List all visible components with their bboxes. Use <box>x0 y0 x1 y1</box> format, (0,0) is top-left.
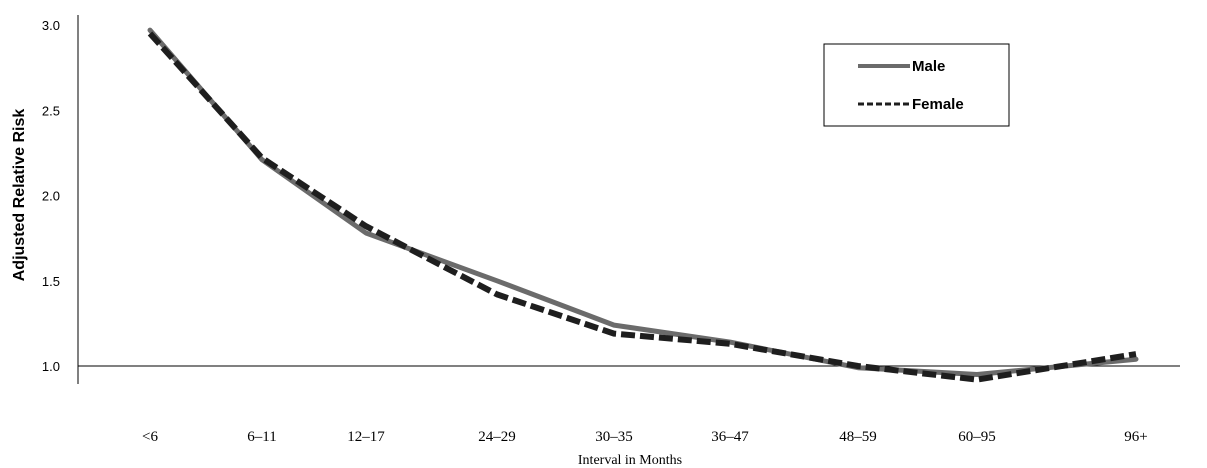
x-axis-label: Interval in Months <box>578 453 682 468</box>
legend-label-male: Male <box>912 58 945 75</box>
x-tick-label: 30–35 <box>595 429 633 445</box>
x-axis-ticks: <6 6–11 12–17 24–29 30–35 36–47 48–59 60–95 96+ <box>142 429 1148 445</box>
y-tick-label: 3.0 <box>42 18 60 33</box>
x-tick-label: 24–29 <box>478 429 516 445</box>
series-layer <box>147 27 1139 383</box>
legend-box <box>823 43 1010 127</box>
x-tick-label: 6–11 <box>247 429 276 445</box>
x-tick-label: 12–17 <box>347 429 385 445</box>
y-tick-label: 2.5 <box>42 103 60 118</box>
y-tick-label: 1.0 <box>42 359 60 374</box>
y-tick-label: 2.0 <box>42 189 60 204</box>
x-tick-label: 36–47 <box>711 429 749 445</box>
legend: Male Female <box>823 43 1010 127</box>
x-tick-label: 96+ <box>1124 429 1147 445</box>
y-axis-label: Adjusted Relative Risk <box>11 109 28 282</box>
legend-label-female: Female <box>912 96 964 113</box>
x-tick-label: <6 <box>142 429 158 445</box>
y-tick-label: 1.5 <box>42 274 60 289</box>
y-axis-ticks: 1.0 1.5 2.0 2.5 3.0 <box>42 18 60 374</box>
x-tick-label: 48–59 <box>839 429 877 445</box>
series-line-female <box>147 31 1137 383</box>
x-tick-label: 60–95 <box>958 429 996 445</box>
